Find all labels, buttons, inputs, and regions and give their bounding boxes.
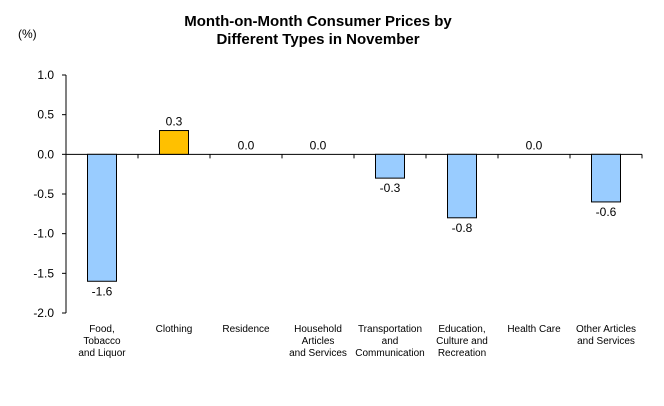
- data-label: 0.3: [166, 115, 183, 129]
- data-label: 0.0: [526, 138, 543, 152]
- category-label: Food,: [89, 324, 115, 335]
- chart-title-line-2: Different Types in November: [216, 31, 419, 48]
- bars: [87, 130, 621, 282]
- bar: [591, 153, 621, 203]
- category-label: Articles: [302, 336, 335, 347]
- data-label: -0.3: [380, 181, 401, 195]
- category-label: Communication: [355, 348, 424, 359]
- category-label: Residence: [222, 324, 270, 335]
- bar: [447, 153, 477, 219]
- category-label: Education,: [438, 324, 485, 335]
- data-label: -1.6: [92, 284, 113, 298]
- axes: 1.0 0.5 0.0 -0.5 -1.0 -1.5 -2.0: [33, 68, 643, 320]
- category-label: Clothing: [156, 324, 193, 335]
- category-label: Other Articles: [576, 324, 636, 335]
- bar: [87, 153, 117, 282]
- category-label: Household: [294, 324, 342, 335]
- y-tick-label: 0.0: [37, 147, 54, 161]
- category-label: Transportation: [358, 324, 422, 335]
- category-label: and Liquor: [78, 348, 126, 359]
- bar: [375, 153, 405, 179]
- category-label: Culture and: [436, 336, 488, 347]
- category-label: and: [382, 336, 399, 347]
- category-label: and Services: [577, 336, 635, 347]
- category-label: and Services: [289, 348, 347, 359]
- data-label: -0.6: [596, 205, 617, 219]
- y-tick-label: -1.0: [33, 227, 54, 241]
- data-label: 0.0: [310, 138, 327, 152]
- y-tick-label: -1.5: [33, 266, 54, 280]
- y-unit-label: (%): [18, 27, 37, 41]
- category-label: Recreation: [438, 348, 486, 359]
- y-tick-label: 0.5: [37, 108, 54, 122]
- y-tick-label: -0.5: [33, 187, 54, 201]
- category-label: Tobacco: [83, 336, 121, 347]
- data-label: 0.0: [238, 138, 255, 152]
- y-tick-label: -2.0: [33, 306, 54, 320]
- chart-title-line-1: Month-on-Month Consumer Prices by: [184, 13, 452, 30]
- category-label: Health Care: [507, 324, 561, 335]
- data-label: -0.8: [452, 221, 473, 235]
- y-tick-label: 1.0: [37, 68, 54, 82]
- bar: [159, 130, 189, 155]
